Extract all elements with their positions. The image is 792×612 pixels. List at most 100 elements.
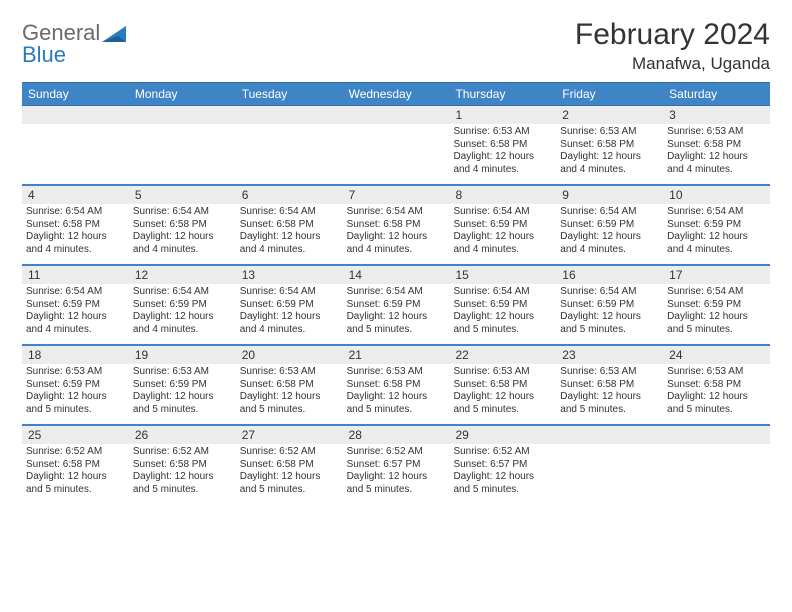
day-number <box>343 106 450 124</box>
calendar-cell <box>129 106 236 184</box>
header: General Blue February 2024 Manafwa, Ugan… <box>22 18 770 74</box>
day-detail-line: Sunset: 6:58 PM <box>667 139 766 152</box>
calendar-cell: 20Sunrise: 6:53 AMSunset: 6:58 PMDayligh… <box>236 346 343 424</box>
day-detail-line: Daylight: 12 hours <box>453 311 552 324</box>
day-detail: Sunrise: 6:52 AMSunset: 6:58 PMDaylight:… <box>240 446 339 498</box>
day-number: 17 <box>663 266 770 284</box>
logo-triangle-icon <box>102 24 128 44</box>
calendar-cell: 8Sunrise: 6:54 AMSunset: 6:59 PMDaylight… <box>449 186 556 264</box>
day-detail-line: Daylight: 12 hours <box>240 391 339 404</box>
day-number: 12 <box>129 266 236 284</box>
day-detail-line: and 5 minutes. <box>347 404 446 417</box>
day-detail-line: Sunset: 6:59 PM <box>26 379 125 392</box>
dow-row: Sunday Monday Tuesday Wednesday Thursday… <box>22 82 770 106</box>
day-detail-line: Sunset: 6:58 PM <box>26 219 125 232</box>
day-detail-line: and 5 minutes. <box>453 484 552 497</box>
day-detail-line: Sunrise: 6:54 AM <box>26 286 125 299</box>
day-detail-line: Sunrise: 6:53 AM <box>453 126 552 139</box>
day-detail: Sunrise: 6:54 AMSunset: 6:59 PMDaylight:… <box>667 206 766 258</box>
day-detail-line: and 5 minutes. <box>133 484 232 497</box>
day-number: 11 <box>22 266 129 284</box>
day-detail-line: Daylight: 12 hours <box>347 471 446 484</box>
day-detail-line: Sunset: 6:58 PM <box>453 379 552 392</box>
day-detail-line: Sunset: 6:58 PM <box>347 379 446 392</box>
day-detail-line: and 5 minutes. <box>133 404 232 417</box>
day-detail-line: and 4 minutes. <box>347 244 446 257</box>
day-detail-line: Sunrise: 6:54 AM <box>667 286 766 299</box>
day-detail <box>347 126 446 178</box>
day-detail-line: Daylight: 12 hours <box>453 151 552 164</box>
week-row: 1Sunrise: 6:53 AMSunset: 6:58 PMDaylight… <box>22 106 770 186</box>
day-detail-line: Sunrise: 6:54 AM <box>26 206 125 219</box>
day-number <box>22 106 129 124</box>
dow-wednesday: Wednesday <box>343 83 450 105</box>
day-detail-line: Sunrise: 6:52 AM <box>240 446 339 459</box>
day-detail-line: Daylight: 12 hours <box>347 391 446 404</box>
day-detail-line: Sunset: 6:59 PM <box>347 299 446 312</box>
day-number <box>556 426 663 444</box>
day-detail-line: Daylight: 12 hours <box>26 231 125 244</box>
day-detail-line: Sunset: 6:59 PM <box>453 219 552 232</box>
calendar-cell: 21Sunrise: 6:53 AMSunset: 6:58 PMDayligh… <box>343 346 450 424</box>
day-detail: Sunrise: 6:54 AMSunset: 6:59 PMDaylight:… <box>560 206 659 258</box>
page-title: February 2024 <box>575 18 770 52</box>
day-detail-line: Sunset: 6:59 PM <box>133 379 232 392</box>
calendar-cell: 26Sunrise: 6:52 AMSunset: 6:58 PMDayligh… <box>129 426 236 504</box>
day-detail <box>240 126 339 178</box>
day-number: 27 <box>236 426 343 444</box>
dow-monday: Monday <box>129 83 236 105</box>
day-detail-line: Sunset: 6:59 PM <box>26 299 125 312</box>
calendar-cell: 4Sunrise: 6:54 AMSunset: 6:58 PMDaylight… <box>22 186 129 264</box>
calendar-cell: 9Sunrise: 6:54 AMSunset: 6:59 PMDaylight… <box>556 186 663 264</box>
day-detail-line: Sunset: 6:58 PM <box>667 379 766 392</box>
day-detail-line: Sunrise: 6:54 AM <box>347 206 446 219</box>
calendar-cell <box>343 106 450 184</box>
day-detail: Sunrise: 6:53 AMSunset: 6:59 PMDaylight:… <box>133 366 232 418</box>
day-detail-line: and 4 minutes. <box>453 244 552 257</box>
day-number <box>236 106 343 124</box>
day-detail-line: and 4 minutes. <box>240 324 339 337</box>
day-detail-line: and 5 minutes. <box>560 324 659 337</box>
day-detail-line: Daylight: 12 hours <box>26 391 125 404</box>
day-detail-line: and 4 minutes. <box>667 244 766 257</box>
calendar-cell <box>556 426 663 504</box>
day-number: 10 <box>663 186 770 204</box>
day-detail-line: Sunset: 6:58 PM <box>133 219 232 232</box>
day-detail-line: Daylight: 12 hours <box>453 231 552 244</box>
day-detail-line: and 4 minutes. <box>26 244 125 257</box>
day-detail-line: Sunset: 6:58 PM <box>240 459 339 472</box>
day-detail-line: Daylight: 12 hours <box>26 311 125 324</box>
calendar-cell <box>22 106 129 184</box>
calendar-cell: 6Sunrise: 6:54 AMSunset: 6:58 PMDaylight… <box>236 186 343 264</box>
dow-sunday: Sunday <box>22 83 129 105</box>
day-number <box>129 106 236 124</box>
day-detail-line: Sunset: 6:59 PM <box>667 299 766 312</box>
calendar-cell: 3Sunrise: 6:53 AMSunset: 6:58 PMDaylight… <box>663 106 770 184</box>
calendar-cell: 10 Sunrise: 6:54 AMSunset: 6:59 PMDayligh… <box>663 186 770 264</box>
day-detail-line: Sunrise: 6:53 AM <box>667 366 766 379</box>
day-detail: Sunrise: 6:54 AMSunset: 6:58 PMDaylight:… <box>240 206 339 258</box>
day-detail-line: and 5 minutes. <box>453 404 552 417</box>
day-detail-line: Daylight: 12 hours <box>133 471 232 484</box>
day-detail-line: Daylight: 12 hours <box>453 471 552 484</box>
day-detail-line: Sunrise: 6:54 AM <box>133 286 232 299</box>
day-number: 7 <box>343 186 450 204</box>
calendar-cell: 13Sunrise: 6:54 AMSunset: 6:59 PMDayligh… <box>236 266 343 344</box>
day-detail-line: and 5 minutes. <box>240 404 339 417</box>
day-detail-line: and 5 minutes. <box>667 324 766 337</box>
day-detail: Sunrise: 6:52 AMSunset: 6:58 PMDaylight:… <box>26 446 125 498</box>
calendar-cell: 25Sunrise: 6:52 AMSunset: 6:58 PMDayligh… <box>22 426 129 504</box>
day-detail-line: Sunrise: 6:53 AM <box>26 366 125 379</box>
day-number: 22 <box>449 346 556 364</box>
day-detail: Sunrise: 6:54 AMSunset: 6:59 PMDaylight:… <box>240 286 339 338</box>
day-detail-line: and 5 minutes. <box>26 484 125 497</box>
day-detail: Sunrise: 6:52 AMSunset: 6:57 PMDaylight:… <box>453 446 552 498</box>
day-detail-line: and 5 minutes. <box>240 484 339 497</box>
day-detail-line: Daylight: 12 hours <box>240 311 339 324</box>
weeks-container: 1Sunrise: 6:53 AMSunset: 6:58 PMDaylight… <box>22 106 770 504</box>
calendar-cell <box>663 426 770 504</box>
day-detail: Sunrise: 6:54 AMSunset: 6:58 PMDaylight:… <box>26 206 125 258</box>
day-number: 16 <box>556 266 663 284</box>
day-number: 29 <box>449 426 556 444</box>
calendar-cell: 5Sunrise: 6:54 AMSunset: 6:58 PMDaylight… <box>129 186 236 264</box>
